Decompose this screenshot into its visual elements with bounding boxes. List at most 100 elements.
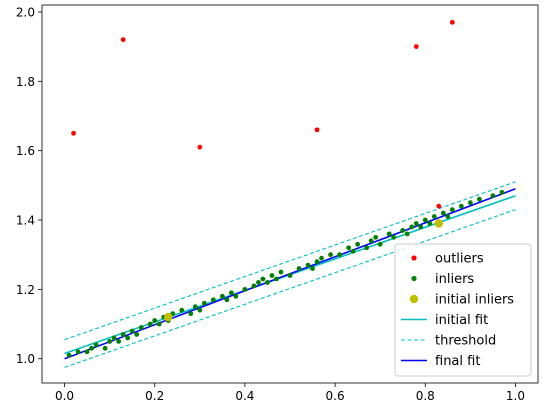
inliers-point — [138, 325, 144, 330]
inliers-point — [197, 307, 203, 313]
inliers-point — [431, 214, 437, 219]
x-tick-label: 0.4 — [235, 389, 254, 403]
inliers-point — [490, 193, 496, 199]
inliers-point — [224, 297, 230, 303]
inliers-point — [269, 273, 275, 278]
inliers-point — [346, 245, 352, 251]
inliers-point — [476, 196, 482, 202]
inliers-point — [84, 349, 90, 355]
inliers-point — [201, 300, 207, 306]
y-tick-label: 1.4 — [16, 214, 35, 228]
x-tick-label: 0.0 — [55, 389, 74, 403]
inliers-point — [192, 304, 198, 310]
inliers-point — [228, 290, 234, 296]
x-tick-label: 1.0 — [506, 389, 525, 403]
inliers-point — [373, 234, 379, 240]
inliers-point — [458, 203, 464, 209]
legend-label-initial-fit: initial fit — [435, 313, 488, 328]
inliers-point — [102, 345, 108, 351]
inliers-point — [449, 207, 455, 213]
legend: outliers inliers initial inliers initial fi… — [394, 243, 532, 377]
legend-marker-outliers — [411, 255, 417, 261]
inliers-point — [427, 221, 433, 226]
y-tick-label: 1.0 — [16, 352, 35, 366]
inliers-point — [319, 255, 324, 261]
inliers-point — [328, 252, 333, 258]
inliers-point — [386, 231, 392, 237]
inliers-point — [242, 286, 248, 292]
inliers-point — [418, 224, 424, 230]
inliers-point — [364, 245, 370, 251]
legend-label-threshold: threshold — [435, 334, 496, 349]
legend-marker-initial-inliers — [409, 294, 419, 304]
inliers-point — [179, 307, 185, 313]
inliers-point — [251, 283, 257, 289]
x-tick-label: 0.8 — [416, 389, 435, 403]
inliers-point — [233, 293, 239, 299]
inliers-point — [409, 224, 415, 230]
inliers-point — [125, 335, 131, 341]
inliers-point — [314, 259, 320, 265]
y-tick-label: 1.6 — [16, 144, 35, 158]
inliers-point — [404, 231, 410, 237]
series-line-threshold — [64, 181, 516, 341]
outliers-point — [314, 127, 320, 133]
inliers-point — [89, 345, 94, 351]
inliers-point — [422, 217, 428, 223]
inliers-point — [219, 293, 225, 299]
inliers-point — [66, 352, 72, 358]
legend-marker-inliers — [411, 275, 417, 282]
outliers-point — [71, 130, 76, 136]
inliers-point — [156, 321, 162, 327]
axes: 0.0 0.2 0.4 0.6 0.8 1.0 1.0 1.2 1.4 1.6 1.8 2.0 — [16, 4, 539, 403]
inliers-point — [260, 276, 266, 282]
legend-label-initial-inliers: initial inliers — [435, 293, 514, 308]
inliers-point — [210, 297, 216, 303]
inliers-point — [377, 241, 383, 247]
inliers-point — [440, 210, 446, 216]
legend-box — [394, 243, 532, 377]
inliers-point — [355, 241, 361, 247]
inliers-point — [350, 248, 356, 254]
legend-label-inliers: inliers — [435, 272, 474, 287]
outliers-point — [120, 37, 126, 43]
inliers-point — [120, 332, 126, 337]
outliers-point — [197, 144, 203, 150]
inliers-point — [296, 266, 302, 271]
inliers-point — [368, 238, 374, 244]
inliers-point — [93, 342, 99, 348]
inliers-point — [134, 332, 140, 337]
initial-inliers-point — [434, 219, 443, 228]
inliers-point — [278, 269, 284, 275]
inliers-point — [467, 200, 473, 206]
outliers-point — [436, 203, 442, 209]
inliers-point — [400, 228, 406, 233]
axes-frame — [41, 4, 539, 384]
inliers-point — [129, 328, 135, 334]
inliers-point — [391, 234, 397, 240]
inliers-point — [111, 335, 117, 341]
x-tick-label: 0.6 — [326, 389, 345, 403]
x-tick-label: 0.2 — [145, 389, 164, 403]
plot-area — [64, 19, 516, 368]
outliers-point — [413, 44, 419, 50]
inliers-point — [305, 262, 311, 268]
inliers-point — [310, 266, 315, 271]
inliers-point — [152, 318, 158, 323]
y-tick-label: 1.8 — [16, 75, 35, 89]
legend-label-outliers: outliers — [435, 252, 484, 267]
inliers-point — [188, 311, 194, 317]
inliers-point — [337, 252, 342, 258]
legend-label-final-fit: final fit — [435, 354, 480, 369]
inliers-point — [107, 338, 113, 344]
inliers-point — [256, 280, 261, 285]
inliers-point — [274, 276, 279, 282]
inliers-point — [445, 214, 451, 219]
inliers-point — [75, 349, 81, 355]
inliers-point — [287, 273, 293, 278]
y-tick-label: 1.2 — [16, 283, 35, 297]
y-tick-label: 2.0 — [16, 5, 35, 19]
inliers-point — [413, 221, 419, 226]
inliers-point — [116, 338, 122, 344]
